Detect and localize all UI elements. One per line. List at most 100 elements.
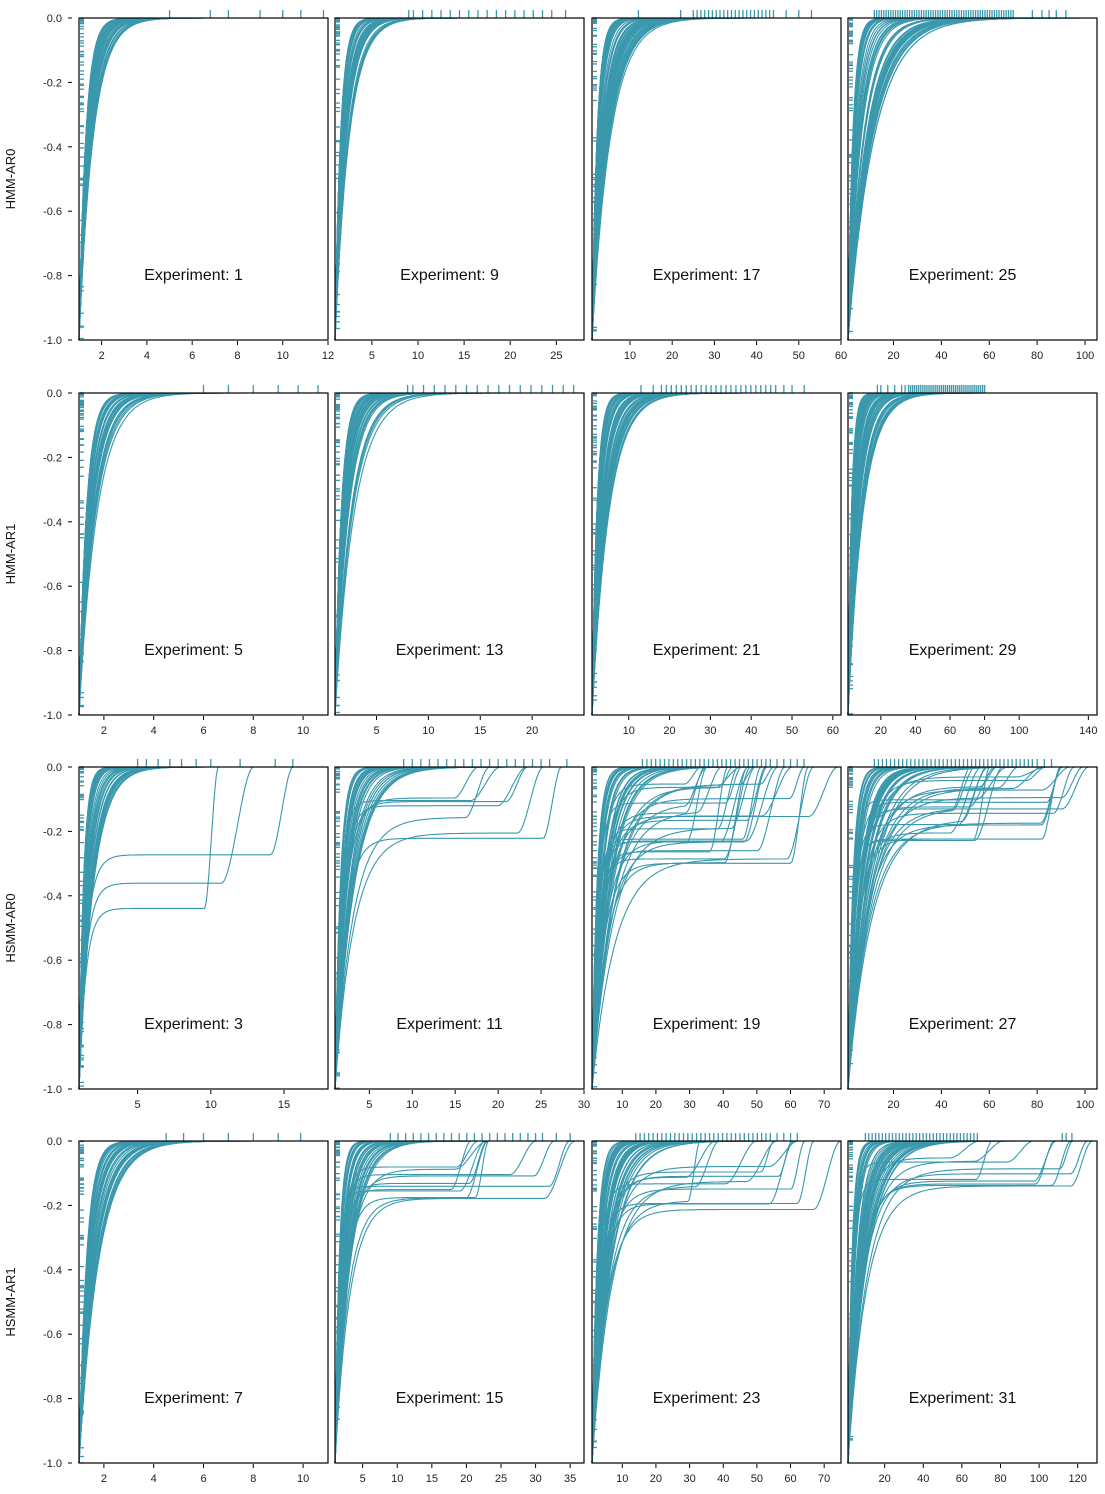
- series-line: [847, 766, 976, 1090]
- series-line: [847, 17, 1023, 341]
- series-line: [591, 392, 682, 716]
- series-line: [334, 1140, 576, 1464]
- x-tick-label: 80: [1031, 1099, 1043, 1111]
- x-tick-label: 20: [887, 1099, 899, 1111]
- x-tick-label: 80: [978, 725, 990, 737]
- x-tick-label: 20: [460, 1473, 472, 1485]
- x-tick-label: 15: [458, 350, 470, 362]
- series-line: [591, 766, 722, 1090]
- x-tick-label: 10: [624, 350, 636, 362]
- series-line: [591, 766, 731, 1090]
- x-tick-label: 20: [492, 1099, 504, 1111]
- y-tick-label: -0.8: [43, 1020, 62, 1032]
- x-tick-label: 15: [474, 725, 486, 737]
- y-tick-label: -0.6: [43, 206, 62, 218]
- series-line: [591, 1140, 777, 1464]
- x-tick-label: 20: [879, 1473, 891, 1485]
- x-tick-label: 8: [250, 1473, 256, 1485]
- series-line: [78, 392, 232, 716]
- y-tick-label: 0.0: [47, 1136, 62, 1148]
- x-tick-label: 2: [101, 1473, 107, 1485]
- panel-frame: [78, 392, 329, 716]
- series-line: [78, 1140, 296, 1464]
- series-line: [591, 1140, 806, 1464]
- x-tick-label: 10: [616, 1473, 628, 1485]
- x-tick-label: 5: [369, 350, 375, 362]
- panel-frame: [847, 17, 1098, 341]
- series-line: [847, 766, 988, 1090]
- series-line: [847, 17, 1027, 341]
- y-tick-label: -1.0: [43, 1458, 62, 1470]
- series-line: [847, 1140, 1093, 1464]
- y-tick-label: -0.6: [43, 581, 62, 593]
- panel-frame: [591, 17, 842, 341]
- series-line: [78, 1140, 230, 1464]
- x-tick-label: 30: [708, 350, 720, 362]
- panel-7: [591, 385, 842, 720]
- series-line: [334, 17, 473, 341]
- y-tick-label: -0.8: [43, 271, 62, 283]
- panel-6: [334, 385, 585, 720]
- series-line: [847, 392, 1037, 716]
- x-tick-label: 2: [99, 350, 105, 362]
- series-line: [591, 766, 809, 1090]
- x-tick-label: 20: [650, 1473, 662, 1485]
- panel-label: Experiment: 5: [144, 642, 243, 659]
- panel-frame: [334, 766, 585, 1090]
- series-line: [591, 1140, 701, 1464]
- x-tick-label: 10: [205, 1099, 217, 1111]
- x-tick-label: 10: [406, 1099, 418, 1111]
- x-tick-label: 8: [250, 725, 256, 737]
- x-tick-label: 100: [1076, 1099, 1094, 1111]
- x-tick-label: 20: [504, 350, 516, 362]
- x-tick-label: 50: [751, 1473, 763, 1485]
- series-line: [847, 766, 1043, 1090]
- panel-frame: [334, 392, 585, 716]
- row-label: HSMM-AR0: [3, 893, 18, 962]
- x-tick-label: 120: [1069, 1473, 1087, 1485]
- series-line: [847, 1140, 1055, 1464]
- series-line: [591, 1140, 841, 1464]
- x-tick-label: 100: [1076, 350, 1094, 362]
- x-tick-label: 60: [784, 1473, 796, 1485]
- x-tick-label: 40: [745, 725, 757, 737]
- series-line: [334, 1140, 490, 1464]
- panel-12: [847, 759, 1098, 1094]
- x-tick-label: 10: [391, 1473, 403, 1485]
- series-line: [78, 1140, 256, 1464]
- series-line: [847, 766, 1089, 1090]
- series-line: [847, 17, 987, 341]
- panel-8: [847, 385, 1098, 720]
- x-tick-label: 60: [983, 350, 995, 362]
- y-tick-label: -1.0: [43, 710, 62, 722]
- panel-frame: [78, 766, 329, 1090]
- x-tick-label: 10: [277, 350, 289, 362]
- panel-frame: [78, 1140, 329, 1464]
- y-tick-label: 0.0: [47, 13, 62, 25]
- x-tick-label: 80: [994, 1473, 1006, 1485]
- series-line: [78, 1140, 257, 1464]
- series-line: [847, 766, 1097, 1090]
- x-tick-label: 5: [366, 1099, 372, 1111]
- panel-15: [591, 1133, 842, 1468]
- series-line: [334, 766, 493, 1090]
- row-label: HMM-AR0: [3, 149, 18, 210]
- series-line: [847, 1140, 973, 1464]
- series-line: [78, 766, 294, 1090]
- series-line: [334, 1140, 555, 1464]
- y-tick-label: -0.8: [43, 1394, 62, 1406]
- y-tick-label: -0.4: [43, 142, 62, 154]
- panel-label: Experiment: 29: [909, 642, 1017, 659]
- x-tick-label: 60: [784, 1099, 796, 1111]
- x-tick-label: 10: [623, 725, 635, 737]
- panel-label: Experiment: 1: [144, 267, 243, 284]
- series-line: [847, 1140, 1073, 1464]
- x-tick-label: 4: [144, 350, 150, 362]
- x-tick-label: 70: [818, 1473, 830, 1485]
- series-line: [591, 1140, 720, 1464]
- y-tick-label: -1.0: [43, 1084, 62, 1096]
- x-tick-label: 8: [234, 350, 240, 362]
- panel-label: Experiment: 21: [653, 642, 761, 659]
- series-line: [78, 17, 156, 341]
- series-line: [78, 1140, 197, 1464]
